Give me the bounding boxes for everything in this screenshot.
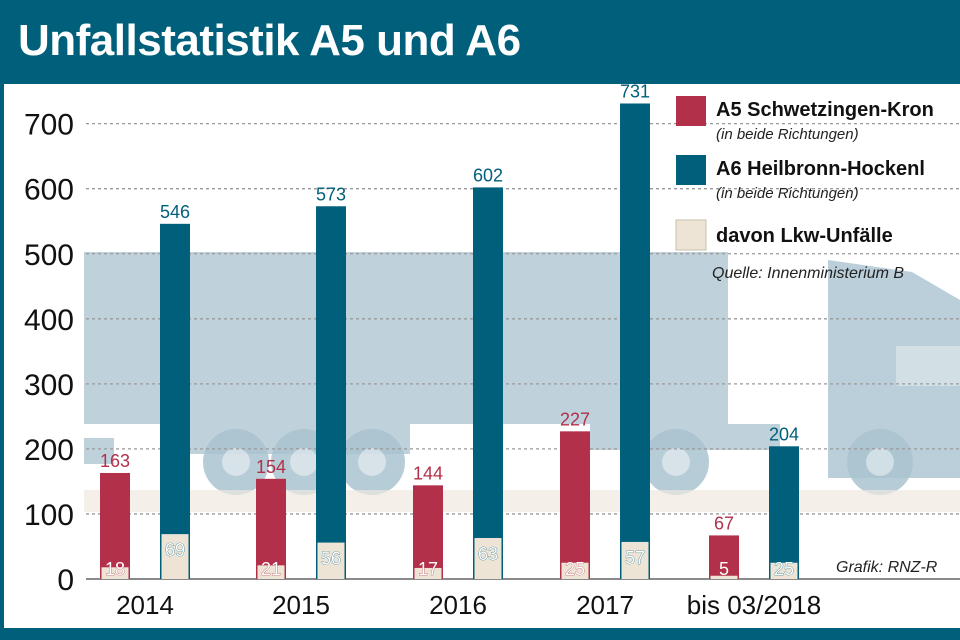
a6-lkw-label: 63 xyxy=(478,544,498,564)
a6-lkw-label: 69 xyxy=(165,540,185,560)
x-tick-label: 2014 xyxy=(116,590,174,620)
bars: 163 18 546 69 154 21 573 56 144 17 602 63 227 25 731 57… xyxy=(100,81,799,579)
y-tick-label: 100 xyxy=(24,499,74,532)
a5-value-label: 67 xyxy=(714,513,734,533)
y-tick-label: 600 xyxy=(24,174,74,207)
truck-cab xyxy=(828,260,960,478)
a6-lkw-label: 57 xyxy=(625,548,645,568)
truck-wheel xyxy=(203,429,269,495)
source-note: Quelle: Innenministerium B xyxy=(712,265,904,282)
a5-value-label: 163 xyxy=(100,451,130,471)
a6-lkw-label: 56 xyxy=(321,549,341,569)
a6-lkw-label: 25 xyxy=(774,559,794,579)
y-tick-label: 300 xyxy=(24,369,74,402)
a5-lkw-label: 17 xyxy=(418,559,438,579)
header-bar: Unfallstatistik A5 und A6 xyxy=(0,0,960,84)
truck-wheel-hub xyxy=(222,448,250,476)
a5-lkw-segment xyxy=(101,567,129,579)
a6-bar xyxy=(160,223,190,579)
a5-lkw-segment xyxy=(257,565,285,579)
legend: A5 Schwetzingen-Kron (in beide Richtunge… xyxy=(675,96,934,282)
x-tick-label: bis 03/2018 xyxy=(687,590,821,620)
a5-lkw-label: 5 xyxy=(719,559,729,579)
a6-lkw-segment xyxy=(770,562,798,579)
legend-swatch-a5 xyxy=(676,96,706,126)
a6-bar xyxy=(473,187,503,580)
truck-window xyxy=(896,346,960,386)
footer-bar xyxy=(0,628,960,640)
a5-value-label: 144 xyxy=(413,463,443,483)
y-axis: 0 100 200 300 400 500 600 700 xyxy=(24,109,74,597)
y-tick-label: 500 xyxy=(24,239,74,272)
a5-value-label: 227 xyxy=(560,409,590,429)
x-tick-label: 2015 xyxy=(272,590,330,620)
a6-lkw-segment xyxy=(161,534,189,579)
a6-lkw-segment xyxy=(474,538,502,579)
legend-label-lkw: davon Lkw-Unfälle xyxy=(716,225,893,247)
legend-label-a6: A6 Heilbronn-Hockenl xyxy=(716,158,925,180)
y-tick-label: 700 xyxy=(24,109,74,142)
a5-bar xyxy=(256,478,286,579)
a5-bar xyxy=(100,472,130,579)
truck-wheel-hub xyxy=(290,448,318,476)
a5-lkw-segment xyxy=(414,567,442,579)
a6-lkw-segment xyxy=(317,542,345,579)
a5-lkw-segment xyxy=(710,575,738,579)
truck-wheel xyxy=(847,429,913,495)
a5-bar xyxy=(413,485,443,579)
a5-value-label: 154 xyxy=(256,457,286,477)
legend-swatch-a6 xyxy=(676,155,706,185)
x-axis: 2014 2015 2016 2017 bis 03/2018 xyxy=(116,590,821,620)
chart-title: Unfallstatistik A5 und A6 xyxy=(18,16,521,65)
truck-wheel xyxy=(339,429,405,495)
road-stripe xyxy=(84,490,960,512)
grid-lines xyxy=(86,123,960,580)
a6-lkw-segment xyxy=(621,541,649,579)
a6-bar xyxy=(769,446,799,579)
legend-swatch-lkw xyxy=(675,219,707,251)
a5-bar xyxy=(709,535,739,579)
legend-sub-a6: (in beide Richtungen) xyxy=(716,185,859,202)
truck-wheel xyxy=(643,429,709,495)
graphic-credit: Grafik: RNZ-R xyxy=(836,559,938,576)
truck-wheel-hub xyxy=(358,448,386,476)
truck-illustration xyxy=(84,252,960,512)
y-tick-label: 0 xyxy=(57,564,74,597)
a6-value-label: 602 xyxy=(473,165,503,185)
x-tick-label: 2016 xyxy=(429,590,487,620)
legend-sub-a5: (in beide Richtungen) xyxy=(716,126,859,143)
a6-value-label: 546 xyxy=(160,202,190,222)
legend-label-a5: A5 Schwetzingen-Kron xyxy=(716,99,934,121)
truck-wheel-hub xyxy=(662,448,690,476)
truck-trailer-bumper xyxy=(84,438,114,464)
y-tick-label: 400 xyxy=(24,304,74,337)
a5-lkw-label: 21 xyxy=(261,559,281,579)
truck-wheel-hub xyxy=(866,448,894,476)
x-tick-label: 2017 xyxy=(576,590,634,620)
a5-lkw-segment xyxy=(561,562,589,579)
a6-bar xyxy=(316,206,346,580)
a5-bar xyxy=(560,431,590,579)
a6-value-label: 731 xyxy=(620,81,650,101)
a5-lkw-label: 18 xyxy=(105,559,125,579)
a6-value-label: 573 xyxy=(316,184,346,204)
a5-lkw-label: 25 xyxy=(565,559,585,579)
y-tick-label: 200 xyxy=(24,434,74,467)
a6-bar xyxy=(620,103,650,579)
a6-value-label: 204 xyxy=(769,424,799,444)
